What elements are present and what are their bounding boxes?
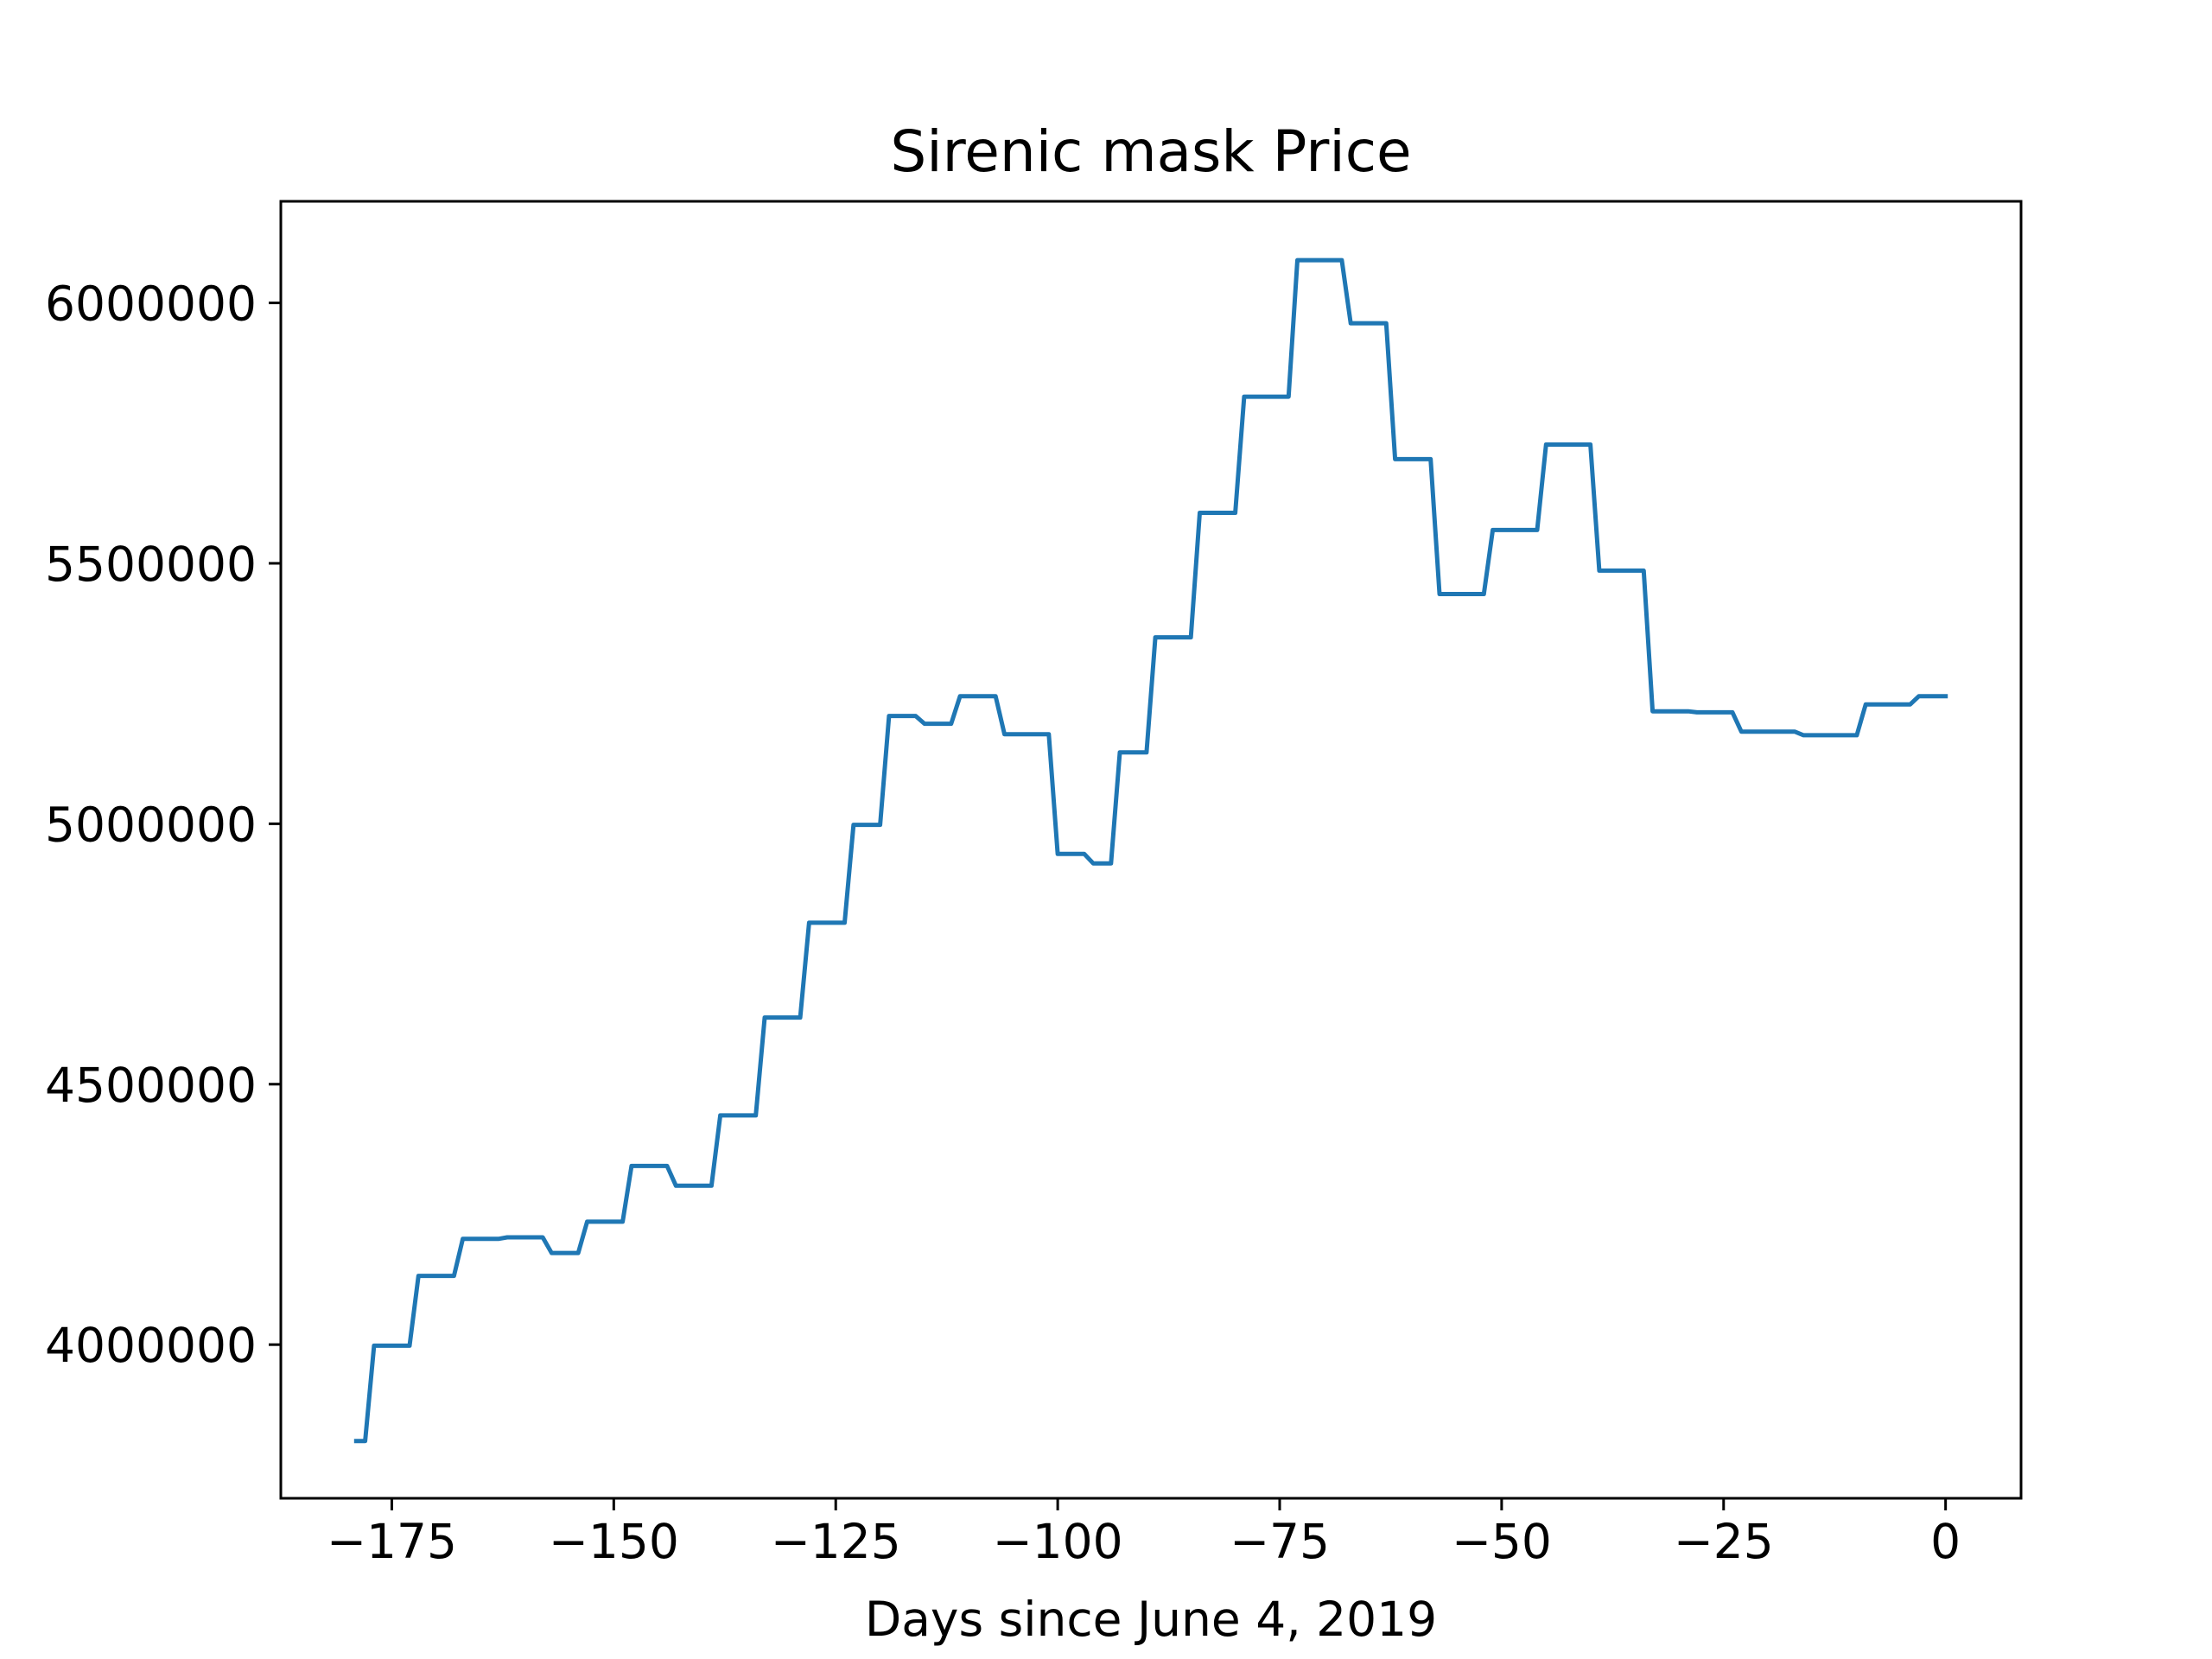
x-tick-label: −150 [549,1514,679,1569]
x-tick-label: −25 [1674,1514,1774,1569]
x-axis-label: Days since June 4, 2019 [865,1592,1437,1647]
chart-title: Sirenic mask Price [890,118,1411,185]
y-tick-label: 6000000 [45,276,257,332]
y-tick-label: 5000000 [45,797,257,852]
x-axis: −175 −150 −125 −100 −75 −50 −25 0 [327,1498,1961,1569]
x-tick-label: −50 [1452,1514,1552,1569]
x-tick-label: −125 [771,1514,901,1569]
price-series-line [353,257,1948,1444]
y-axis: 4000000 4500000 5000000 5500000 6000000 [45,276,281,1373]
x-tick-label: −100 [993,1514,1123,1569]
y-tick-label: 5500000 [45,537,257,592]
x-tick-label: 0 [1930,1514,1961,1569]
x-tick-label: −75 [1230,1514,1330,1569]
y-tick-label: 4500000 [45,1058,257,1113]
axes-frame [279,200,2023,1500]
plot-area [353,257,1948,1444]
x-tick-label: −175 [327,1514,457,1569]
y-tick-label: 4000000 [45,1318,257,1373]
